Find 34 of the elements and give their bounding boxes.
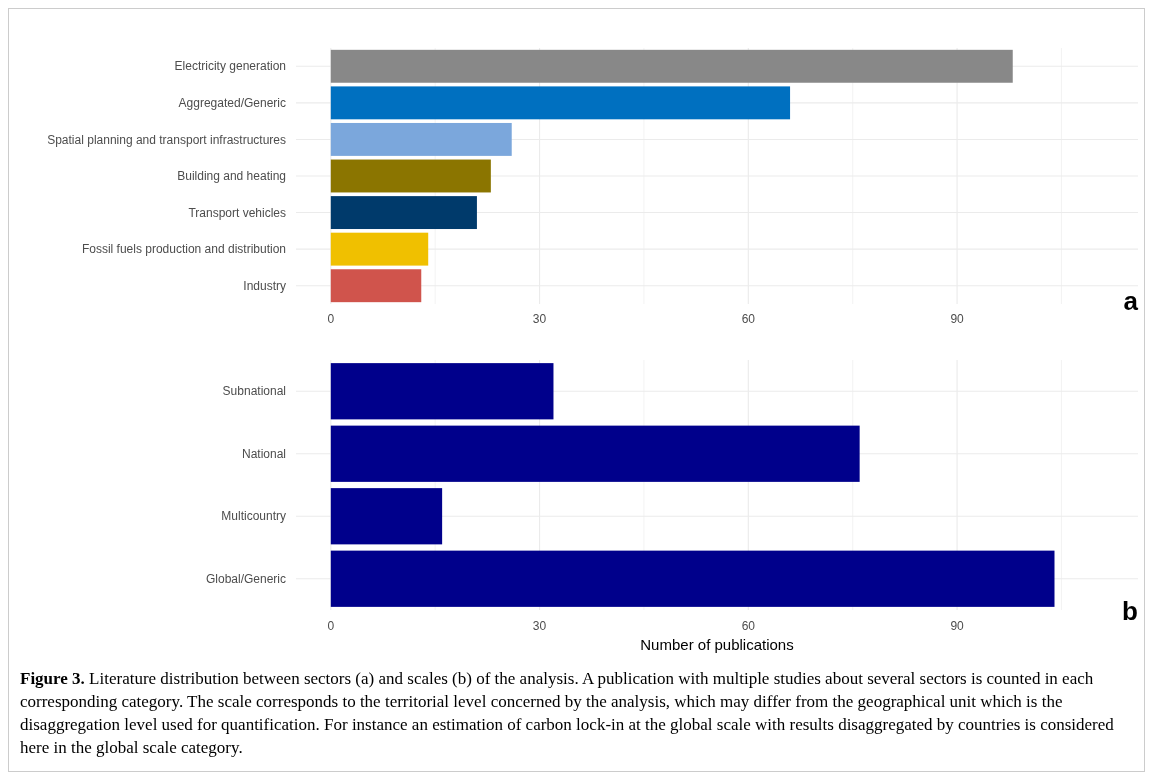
bar (330, 49, 1013, 83)
y-tick-label: Electricity generation (174, 59, 286, 74)
caption: Figure 3. Literature distribution between sectors (a) and scales (b) of the analysis. A publication with multiple studies about several sectors is counted in each corresponding category. The scale corresponds to the territorial level concerned by the analysis, which may differ from the geographical unit which is the disaggregation level used for quantification. For instance an estimation of carbon lock-in at the global scale with results disaggregated by countries is considered here in the global scale category. (20, 669, 1115, 757)
x-tick-label: 30 (532, 312, 547, 326)
x-tick-label: 90 (950, 619, 965, 633)
annotation: a (1123, 286, 1139, 316)
bar (330, 425, 860, 482)
x-tick-label: 30 (532, 619, 547, 633)
y-tick-label: National (241, 446, 286, 461)
bar (330, 196, 477, 230)
x-axis-title: Number of publications (640, 636, 794, 653)
y-tick-label: Subnational (222, 384, 286, 399)
y-tick-label: Industry (243, 278, 286, 293)
bar (330, 159, 491, 193)
x-tick-label: 0 (327, 619, 335, 633)
bar (330, 269, 422, 303)
x-tick-label: 60 (741, 619, 756, 633)
y-tick-label: Global/Generic (205, 571, 286, 586)
x-tick-label: 90 (950, 312, 965, 326)
y-tick-label: Building and heating (177, 169, 286, 184)
y-tick-label: Aggregated/Generic (178, 96, 286, 111)
bar (330, 86, 791, 120)
bar (330, 488, 443, 545)
x-tick-label: 60 (741, 312, 756, 326)
bar (330, 232, 429, 266)
y-tick-label: Spatial planning and transport infrastructures (47, 132, 286, 147)
annotation: b (1122, 596, 1138, 626)
y-tick-label: Fossil fuels production and distribution (81, 242, 286, 257)
bar (330, 550, 1055, 607)
bar (330, 122, 512, 156)
bar (330, 363, 554, 420)
x-tick-label: 0 (327, 312, 335, 326)
y-tick-label: Multicountry (221, 509, 286, 524)
y-tick-label: Transport vehicles (188, 205, 286, 220)
